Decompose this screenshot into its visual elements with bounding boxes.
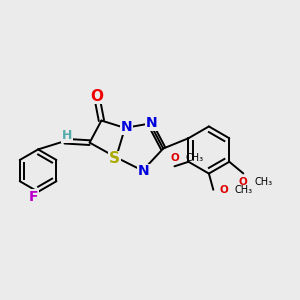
Text: F: F	[29, 190, 38, 204]
Text: O: O	[239, 177, 248, 187]
Text: N: N	[137, 164, 149, 178]
Text: CH₃: CH₃	[254, 177, 273, 187]
Text: O: O	[170, 153, 179, 163]
Text: S: S	[109, 151, 120, 166]
Text: CH₃: CH₃	[235, 185, 253, 195]
Text: O: O	[91, 88, 103, 104]
Text: H: H	[62, 129, 72, 142]
Text: O: O	[219, 185, 228, 195]
Text: CH₃: CH₃	[186, 153, 204, 163]
Text: N: N	[146, 116, 157, 130]
Text: N: N	[121, 120, 132, 134]
